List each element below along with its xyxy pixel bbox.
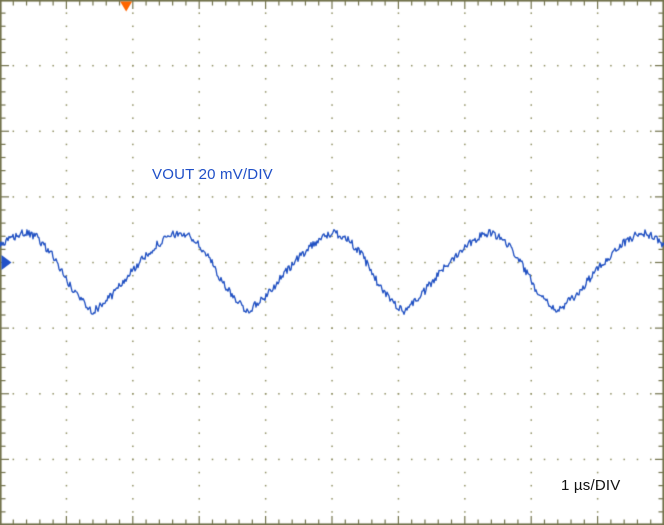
timebase-label: 1 µs/DIV [561, 477, 621, 494]
trace-label: VOUT 20 mV/DIV [152, 166, 273, 183]
